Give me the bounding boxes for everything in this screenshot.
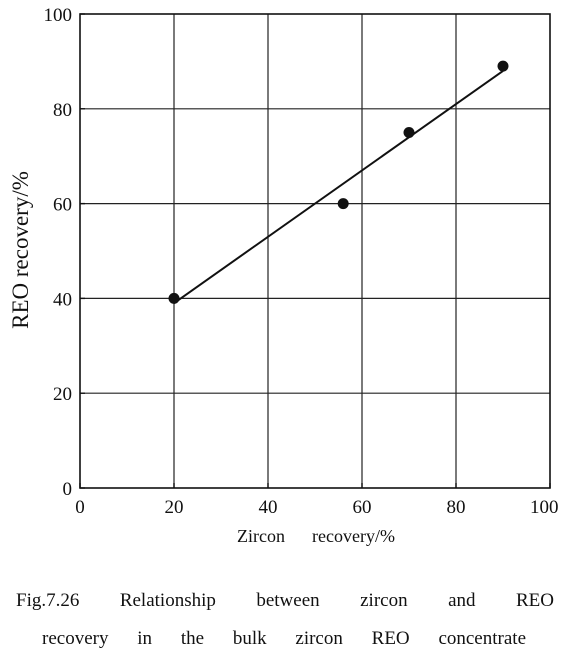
plot-border xyxy=(79,13,551,489)
x-tick-label: 0 xyxy=(75,497,85,518)
y-tick-labels: 0 20 40 60 80 100 xyxy=(44,5,73,500)
y-axis-title: REO recovery/% xyxy=(8,171,33,329)
y-tick-label: 0 xyxy=(63,479,73,500)
chart: 0 20 40 60 80 100 0 20 40 60 80 100 Zircon recover… xyxy=(8,5,559,546)
x-tick-label: 20 xyxy=(165,497,184,518)
y-tick-label: 20 xyxy=(53,384,72,405)
data-point xyxy=(403,127,415,138)
fit-line xyxy=(173,70,504,304)
y-tick-label: 40 xyxy=(53,289,72,310)
y-tick-label: 100 xyxy=(44,5,73,26)
x-tick-label: 100 xyxy=(530,497,559,518)
x-tick-label: 80 xyxy=(447,497,466,518)
figure-caption-line-1: Fig.7.26 Relationship between zircon and… xyxy=(16,590,554,611)
figure-caption-line-2: recovery in the bulk zircon REO concentr… xyxy=(42,628,526,649)
fit-line-layer xyxy=(173,70,504,304)
x-axis-title: Zircon recovery/% xyxy=(237,526,395,546)
data-point xyxy=(337,198,349,210)
x-tick-label: 40 xyxy=(259,497,278,518)
grid xyxy=(80,14,550,488)
y-tick-label: 60 xyxy=(53,195,72,216)
x-tick-label: 60 xyxy=(353,497,372,518)
data-point xyxy=(497,60,509,72)
plot-frame xyxy=(79,13,551,489)
y-tick-label: 80 xyxy=(53,100,72,121)
data-points xyxy=(168,60,509,304)
data-point xyxy=(168,292,180,304)
x-tick-labels: 0 20 40 60 80 100 xyxy=(75,497,558,518)
